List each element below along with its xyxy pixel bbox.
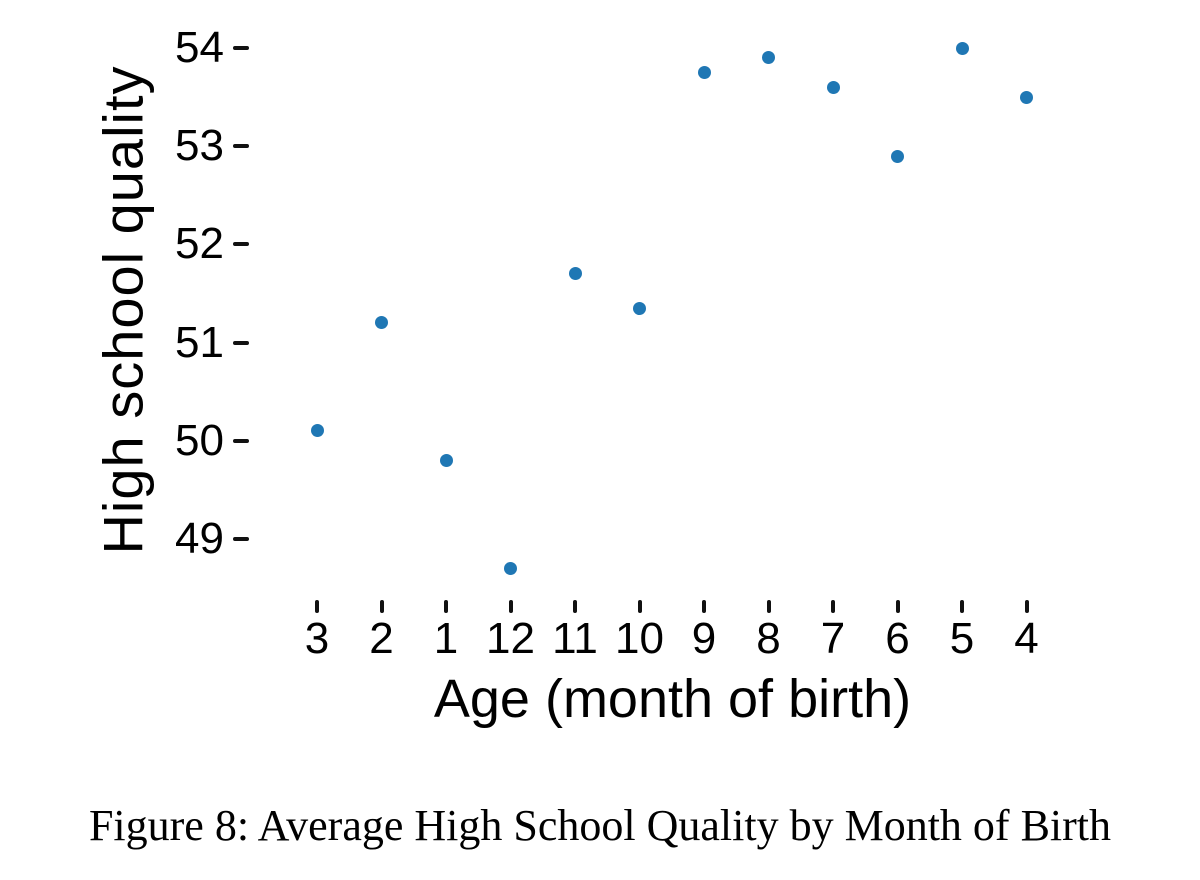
figure-caption: Figure 8: Average High School Quality by… [88,801,1112,850]
x-tick-mark [444,600,448,613]
y-tick-mark [233,46,249,50]
x-axis-label: Age (month of birth) [433,669,912,729]
y-tick-label: 49 [175,514,224,563]
data-point [504,561,517,575]
x-tick-label: 10 [615,614,664,663]
data-point [310,424,324,438]
y-tick-mark [233,340,249,345]
y-tick-label: 50 [175,415,224,465]
x-tick-label: 1 [433,614,459,663]
y-tick-mark [233,144,249,149]
x-tick-label: 5 [949,614,975,663]
x-tick-label: 6 [885,614,910,663]
x-tick-label: 4 [1014,614,1039,663]
data-point [697,66,711,80]
data-point [439,453,453,467]
data-point [955,41,969,55]
x-tick-label: 7 [820,614,846,663]
x-tick-label: 12 [486,614,535,663]
x-tick-label: 11 [552,614,598,663]
x-tick-label: 8 [756,614,781,663]
y-tick-label: 51 [175,317,224,367]
y-tick-label: 53 [175,121,224,171]
data-point [633,301,646,315]
x-tick-mark [573,600,577,613]
data-point [375,316,388,330]
x-tick-label: 9 [691,614,717,663]
scatter-chart: High school quality 54 53 52 51 50 49 3 2 1 12 11… [92,23,1039,730]
data-point [568,267,582,281]
y-tick-label: 54 [175,23,224,72]
y-tick-label: 52 [175,219,224,269]
y-tick-mark [233,537,249,541]
x-tick-mark [766,600,771,613]
y-tick-mark [233,438,249,443]
x-tick-mark [315,600,319,613]
data-point [1020,90,1033,104]
data-point [762,51,775,65]
x-tick-mark [637,600,642,613]
x-tick-mark [895,600,900,613]
x-tick-mark [379,600,384,613]
x-tick-mark [960,600,964,613]
x-tick-mark [508,600,513,613]
data-point [826,80,840,94]
x-tick-label: 2 [369,614,394,663]
data-point [891,149,904,163]
x-tick-mark [1024,600,1029,613]
x-tick-label: 3 [304,614,330,663]
y-tick-mark [233,242,249,247]
x-tick-mark [831,600,835,613]
x-tick-mark [702,600,706,613]
